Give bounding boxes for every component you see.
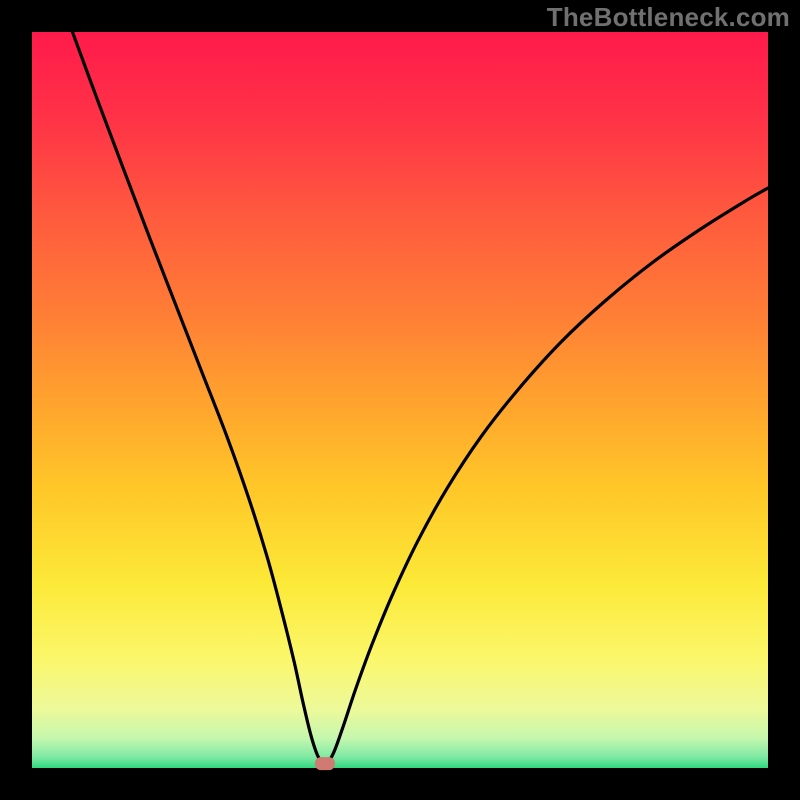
optimal-point-marker [315, 757, 335, 770]
plot-background-gradient [32, 32, 768, 768]
chart-container: { "watermark": { "text": "TheBottleneck.… [0, 0, 800, 800]
watermark-text: TheBottleneck.com [547, 2, 790, 33]
bottleneck-chart [0, 0, 800, 800]
